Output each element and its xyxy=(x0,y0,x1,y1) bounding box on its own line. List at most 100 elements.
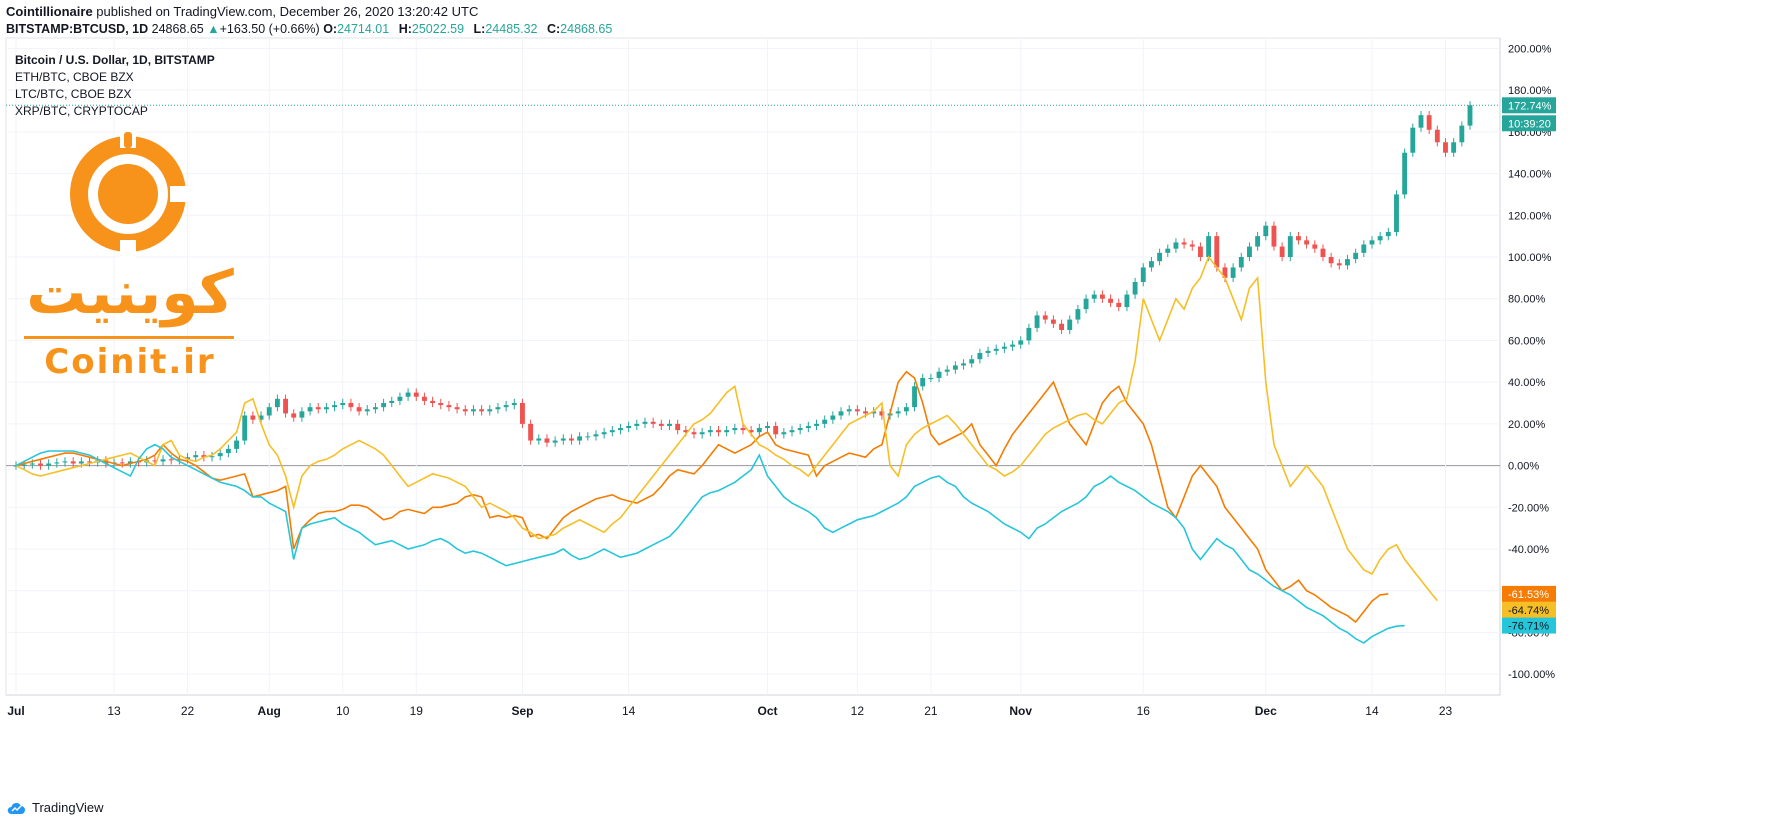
candle-body xyxy=(1402,152,1408,195)
tradingview-brand: TradingView xyxy=(32,800,104,815)
candle-body xyxy=(1181,242,1187,245)
candle-body xyxy=(217,453,223,457)
candle-body xyxy=(242,415,248,441)
candle-body xyxy=(846,409,852,412)
x-tick-label: 23 xyxy=(1439,704,1453,718)
candle-body xyxy=(446,405,452,408)
candle-body xyxy=(814,423,819,426)
candle-body xyxy=(503,405,509,408)
candle-body xyxy=(544,438,550,443)
x-tick-label: 14 xyxy=(622,704,636,718)
candle-body xyxy=(1451,142,1457,153)
candle-body xyxy=(119,462,125,464)
candle-body xyxy=(773,425,779,435)
candle-body xyxy=(626,425,632,429)
candle-body xyxy=(225,448,231,454)
candle-body xyxy=(62,461,68,463)
price-change: +163.50 (+0.66%) xyxy=(219,22,320,36)
x-tick-label: Aug xyxy=(258,704,281,718)
xrp-last-label-bg xyxy=(1502,617,1556,634)
candle-body xyxy=(952,365,958,370)
candle-body xyxy=(315,407,321,410)
candle-body xyxy=(1459,125,1465,143)
logo-divider xyxy=(24,336,234,339)
candle-body xyxy=(38,463,43,466)
legend-eth[interactable]: ETH/BTC, CBOE BZX xyxy=(15,70,134,84)
eth-last-label: -61.53% xyxy=(1508,589,1549,601)
legend-ltc[interactable]: LTC/BTC, CBOE BZX xyxy=(15,87,132,101)
x-tick-label: Jul xyxy=(7,704,24,718)
low-label: L: xyxy=(473,22,486,36)
candle-body xyxy=(348,403,354,408)
x-tick-label: 13 xyxy=(107,704,121,718)
candle-body xyxy=(634,423,640,426)
candle-body xyxy=(765,425,770,429)
candle-body xyxy=(1206,236,1212,257)
candle-body xyxy=(1296,236,1301,241)
candle-body xyxy=(658,423,664,426)
candle-body xyxy=(454,407,460,410)
x-tick-label: Dec xyxy=(1255,704,1277,718)
publisher-name[interactable]: Cointillionaire xyxy=(6,4,93,19)
coinit-coin-icon xyxy=(70,128,190,258)
countdown-label-bg xyxy=(1502,115,1556,132)
ltc-last-label-bg xyxy=(1502,601,1556,618)
high-value: 25022.59 xyxy=(411,22,465,36)
candle-body xyxy=(830,415,836,420)
candle-body xyxy=(552,440,558,443)
eth-last-label-bg xyxy=(1502,585,1556,602)
candle-body xyxy=(266,407,272,416)
candle-body xyxy=(78,461,84,464)
candle-body xyxy=(903,407,909,412)
x-tick-label: 12 xyxy=(851,704,865,718)
candle-body xyxy=(185,457,190,460)
candle-body xyxy=(560,438,566,441)
candle-body xyxy=(1059,323,1065,330)
comparison-chart[interactable]: 200.00% 180.00% 16 0.00% 140.00% 120.00% 100.0… xyxy=(0,0,1778,795)
candle-body xyxy=(299,411,305,418)
candle-body xyxy=(495,407,501,410)
candle-body xyxy=(601,432,607,435)
candle-body xyxy=(683,430,689,433)
candle-body xyxy=(912,386,917,408)
candle-body xyxy=(209,456,215,458)
y-tick-label: 120.00% xyxy=(1508,210,1552,222)
publish-info: Cointillionaire published on TradingView… xyxy=(6,4,478,19)
candle-body xyxy=(748,430,754,433)
y-tick-label: 180.00% xyxy=(1508,85,1552,97)
candle-body xyxy=(650,421,656,424)
candle-body xyxy=(356,407,362,412)
candle-body xyxy=(438,403,444,406)
candle-body xyxy=(1222,267,1228,278)
y-tick-label: 80.00% xyxy=(1508,294,1546,306)
candle-body xyxy=(1263,225,1269,237)
candle-body xyxy=(1116,302,1122,308)
candle-body xyxy=(1010,344,1015,347)
candle-body xyxy=(471,409,476,412)
candle-body xyxy=(1173,242,1179,249)
y-tick-label: 40.00% xyxy=(1508,377,1546,389)
y-tick-label: 200.00% xyxy=(1508,43,1552,55)
candle-body xyxy=(1418,115,1424,128)
candle-body xyxy=(479,409,485,412)
candle-body xyxy=(1067,319,1073,330)
candle-body xyxy=(1230,267,1236,278)
candle-body xyxy=(593,434,599,437)
publish-text: published on TradingView.com, December 2… xyxy=(96,4,479,19)
tradingview-cloud-icon xyxy=(7,802,26,814)
candle-body xyxy=(1467,105,1473,126)
candle-body xyxy=(340,403,346,406)
legend-btc[interactable]: Bitcoin / U.S. Dollar, 1D, BITSTAMP xyxy=(15,53,215,67)
candle-body xyxy=(1001,346,1007,349)
candle-body xyxy=(520,403,525,424)
candle-body xyxy=(863,411,868,414)
candle-body xyxy=(1165,248,1171,253)
candle-body xyxy=(977,352,983,360)
legend-xrp[interactable]: XRP/BTC, CRYPTOCAP xyxy=(15,104,148,118)
candle-body xyxy=(528,423,534,441)
y-tick-label: 60.00% xyxy=(1508,335,1546,347)
x-tick-label: 16 xyxy=(1137,704,1151,718)
coinit-logo: کوینیت Coinit.ir xyxy=(20,128,240,388)
tradingview-footer[interactable]: TradingView xyxy=(6,800,104,815)
candle-body xyxy=(1075,309,1081,320)
